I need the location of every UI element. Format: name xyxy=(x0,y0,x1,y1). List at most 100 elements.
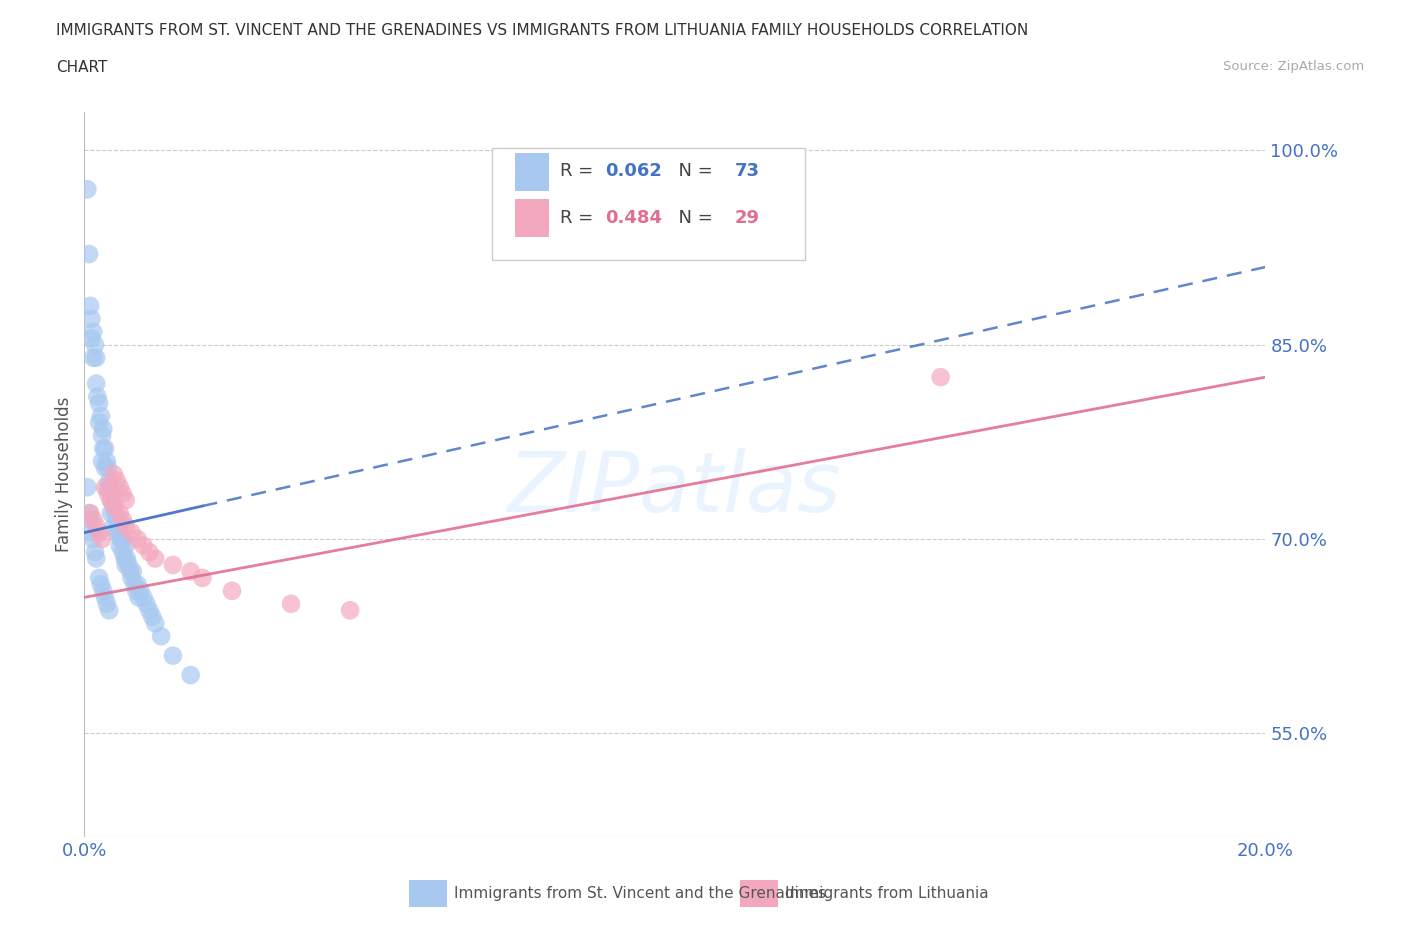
Point xyxy=(98,603,121,618)
Point xyxy=(80,331,103,346)
Point xyxy=(114,493,136,508)
Point xyxy=(132,590,155,604)
Point xyxy=(111,532,134,547)
Text: IMMIGRANTS FROM ST. VINCENT AND THE GRENADINES VS IMMIGRANTS FROM LITHUANIA FAMI: IMMIGRANTS FROM ST. VINCENT AND THE GREN… xyxy=(56,23,1029,38)
Point xyxy=(127,532,149,547)
Text: 0.484: 0.484 xyxy=(605,208,662,227)
Point xyxy=(124,577,146,591)
Text: 73: 73 xyxy=(735,163,761,180)
Point xyxy=(77,246,100,261)
Point xyxy=(91,583,114,598)
Text: Source: ZipAtlas.com: Source: ZipAtlas.com xyxy=(1223,60,1364,73)
Point xyxy=(87,415,111,430)
Point xyxy=(105,473,128,488)
Point xyxy=(191,570,214,585)
Point xyxy=(141,609,163,624)
Point xyxy=(84,519,107,534)
Point xyxy=(162,648,184,663)
Point xyxy=(100,506,122,521)
FancyBboxPatch shape xyxy=(740,880,778,908)
Text: CHART: CHART xyxy=(56,60,108,75)
Point xyxy=(162,558,184,573)
Point xyxy=(929,370,952,385)
Point xyxy=(90,577,112,591)
Point xyxy=(97,486,120,501)
FancyBboxPatch shape xyxy=(409,880,447,908)
Point xyxy=(105,512,128,527)
Point xyxy=(82,512,104,527)
Point xyxy=(91,454,114,469)
Point xyxy=(108,480,131,495)
Point xyxy=(108,506,131,521)
Point xyxy=(180,564,202,578)
Point xyxy=(114,538,136,553)
FancyBboxPatch shape xyxy=(492,148,804,260)
Point xyxy=(90,408,112,423)
Point xyxy=(138,603,160,618)
Point xyxy=(114,551,136,566)
Point xyxy=(110,532,132,547)
Point xyxy=(84,351,107,365)
Point xyxy=(80,525,103,540)
Point xyxy=(94,460,117,475)
Point xyxy=(339,603,361,618)
Point xyxy=(221,583,243,598)
Point xyxy=(107,519,129,534)
Point xyxy=(105,525,128,540)
Point xyxy=(91,421,114,436)
Text: N =: N = xyxy=(666,163,718,180)
Point xyxy=(96,596,118,611)
Point xyxy=(128,590,150,604)
Text: 0.062: 0.062 xyxy=(605,163,662,180)
Point xyxy=(125,583,148,598)
Point xyxy=(79,506,101,521)
Point xyxy=(86,389,108,404)
Point xyxy=(82,532,104,547)
Y-axis label: Family Households: Family Households xyxy=(55,396,73,552)
Text: Immigrants from Lithuania: Immigrants from Lithuania xyxy=(785,886,988,901)
Point xyxy=(103,519,125,534)
Point xyxy=(84,338,107,352)
Point xyxy=(100,493,122,508)
Point xyxy=(97,460,120,475)
Point xyxy=(180,668,202,683)
Point xyxy=(76,480,98,495)
Point xyxy=(91,532,114,547)
Point xyxy=(132,538,155,553)
Point xyxy=(135,596,157,611)
Point xyxy=(84,545,107,560)
Point xyxy=(94,590,117,604)
Text: R =: R = xyxy=(561,208,599,227)
Text: ZIPatlas: ZIPatlas xyxy=(508,448,842,529)
Point xyxy=(84,376,107,391)
Point xyxy=(103,499,125,514)
Text: 29: 29 xyxy=(735,208,761,227)
Point xyxy=(82,351,104,365)
Point xyxy=(150,629,173,644)
Point xyxy=(91,428,114,443)
Point xyxy=(103,499,125,514)
Point xyxy=(80,312,103,326)
Point xyxy=(94,480,117,495)
Point xyxy=(111,486,134,501)
Point xyxy=(111,512,134,527)
Point xyxy=(87,395,111,410)
Point xyxy=(101,486,124,501)
Point xyxy=(77,506,100,521)
Point xyxy=(103,467,125,482)
Point xyxy=(129,583,152,598)
Point xyxy=(108,525,131,540)
Point xyxy=(94,441,117,456)
Point xyxy=(84,551,107,566)
Point xyxy=(127,577,149,591)
Point xyxy=(121,564,143,578)
Point xyxy=(104,506,127,521)
Point xyxy=(138,545,160,560)
Point xyxy=(91,441,114,456)
Point xyxy=(97,480,120,495)
Text: Immigrants from St. Vincent and the Grenadines: Immigrants from St. Vincent and the Gren… xyxy=(454,886,827,901)
Point xyxy=(98,473,121,488)
Point xyxy=(121,570,143,585)
Text: N =: N = xyxy=(666,208,718,227)
Point xyxy=(114,519,136,534)
